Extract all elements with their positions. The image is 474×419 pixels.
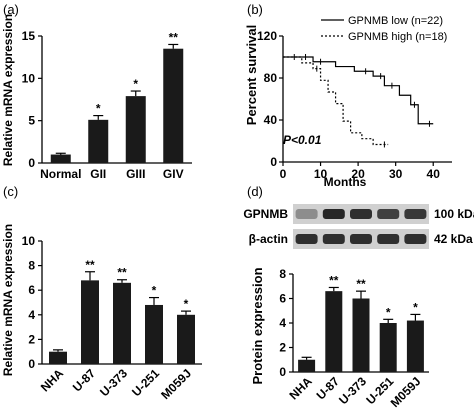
y-tick-label: 6 (28, 283, 35, 297)
blot-band (377, 209, 400, 219)
blot-band (322, 234, 345, 244)
blot-protein-label: GPNMB (243, 207, 288, 221)
x-tick-label: NHA (286, 374, 315, 403)
y-tick-label: 0 (270, 155, 277, 169)
x-tick-label: U-251 (129, 366, 162, 399)
panel-b-ylabel: Percent survival (244, 25, 259, 125)
bar (325, 291, 343, 372)
significance-mark: * (96, 102, 101, 116)
panel-label-d: (d) (247, 184, 263, 199)
y-tick-label: 0 (28, 156, 35, 170)
x-tick-label: 40 (427, 167, 441, 181)
panel-label-b: (b) (247, 2, 263, 17)
bar (145, 304, 163, 364)
panel-b-survival-chart: Percent survival Months P<0.01 GPNMB low… (244, 15, 452, 189)
bar (81, 280, 99, 364)
significance-mark: * (386, 305, 391, 319)
y-tick-label: 40 (264, 113, 278, 127)
bar (163, 48, 184, 164)
bar (379, 323, 397, 372)
blot-size-label: 100 kDa (434, 207, 474, 221)
y-tick-label: 8 (279, 267, 286, 281)
x-tick-label: M059J (388, 374, 424, 410)
x-tick-label: GIII (126, 167, 145, 181)
bar (88, 119, 109, 163)
blot-protein-label: β-actin (249, 232, 288, 246)
blot-size-label: 42 kDa (434, 232, 473, 246)
blot-band (404, 234, 427, 244)
significance-mark: * (413, 300, 418, 314)
panel-label-c: (c) (3, 184, 18, 199)
panel-d-bar-chart: Protein expression 02468NHA**U-87**U-373… (243, 204, 474, 410)
blot-band (322, 209, 345, 219)
significance-mark: * (152, 284, 157, 298)
x-tick-label: U-87 (70, 366, 99, 395)
blot-band (377, 234, 400, 244)
y-tick-label: 0 (28, 357, 35, 371)
y-tick-label: 80 (264, 71, 278, 85)
survival-line-high (283, 56, 389, 146)
y-tick-label: 0 (279, 365, 286, 379)
panel-c-ylabel: Relative mRNA expression (1, 224, 15, 376)
significance-mark: ** (356, 277, 366, 291)
x-tick-label: M059J (158, 366, 194, 402)
panel-a-bar-chart: Relative mRNA expression 0 5 10 15 Normal * GI… (1, 14, 192, 181)
x-tick-label: 20 (351, 167, 365, 181)
panel-b-xlabel: Months (324, 175, 367, 189)
bar (113, 282, 131, 364)
y-tick-label: 8 (28, 259, 35, 273)
significance-mark: ** (329, 273, 339, 287)
x-tick-label: GIV (163, 167, 184, 181)
y-tick-label: 4 (279, 316, 286, 330)
x-tick-label: 0 (280, 167, 287, 181)
significance-mark: ** (117, 266, 127, 280)
panel-d-ylabel: Protein expression (250, 267, 265, 384)
legend-low-label: GPNMB low (n=22) (348, 15, 443, 27)
y-tick-label: 2 (28, 332, 35, 346)
bar (352, 298, 370, 372)
significance-mark: * (184, 297, 189, 311)
bar (50, 154, 71, 163)
y-tick-label: 10 (22, 71, 36, 85)
bar (177, 314, 195, 364)
blot-band (404, 209, 427, 219)
panel-c-bar-chart: Relative mRNA expression 0246810NHA**U-8… (1, 224, 202, 402)
x-tick-label: Normal (40, 167, 81, 181)
y-tick-label: 5 (28, 114, 35, 128)
blot-band (295, 209, 318, 219)
significance-mark: ** (169, 30, 179, 44)
x-tick-label: 30 (389, 167, 403, 181)
y-tick-label: 4 (28, 308, 35, 322)
y-tick-label: 2 (279, 341, 286, 355)
x-tick-label: U-373 (336, 374, 369, 407)
blot-band (350, 234, 372, 244)
panel-a-ylabel: Relative mRNA expression (1, 14, 15, 166)
x-tick-label: U-373 (97, 366, 130, 399)
x-tick-label: NHA (38, 366, 67, 395)
blot-band (350, 209, 372, 219)
bar (49, 351, 67, 364)
y-tick-label: 10 (22, 234, 36, 248)
survival-line-low (283, 56, 434, 125)
blot-band (295, 234, 318, 244)
bar (125, 96, 146, 163)
panel-label-a: (a) (3, 2, 19, 17)
bar (406, 320, 424, 372)
panel-b-pvalue: P<0.01 (283, 133, 322, 147)
bar (298, 359, 316, 372)
legend-high-label: GPNMB high (n=18) (348, 31, 447, 43)
y-tick-label: 6 (279, 292, 286, 306)
significance-mark: ** (85, 258, 95, 272)
significance-mark: * (133, 77, 138, 91)
y-tick-label: 120 (257, 29, 277, 43)
x-tick-label: GII (90, 167, 106, 181)
y-tick-label: 15 (22, 29, 36, 43)
x-tick-label: 10 (314, 167, 328, 181)
